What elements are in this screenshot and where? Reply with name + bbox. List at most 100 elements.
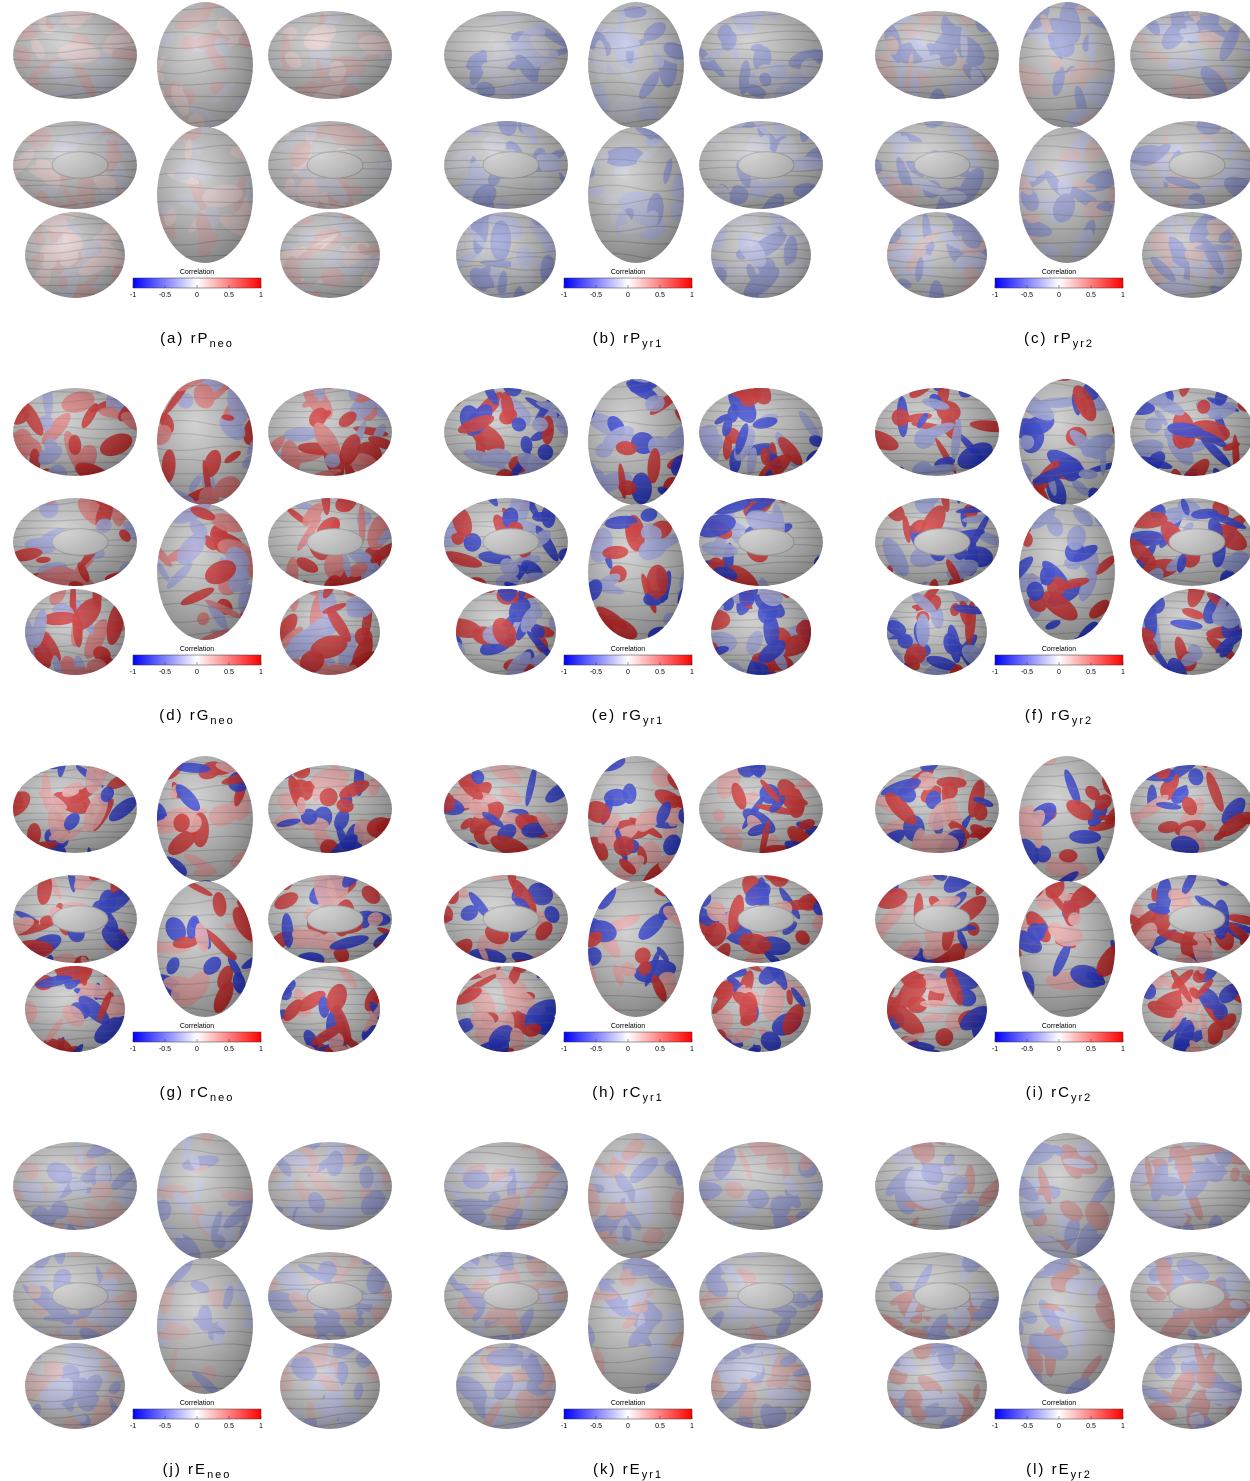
colorbar-title: Correlation bbox=[611, 646, 645, 653]
colorbar-title: Correlation bbox=[1042, 1400, 1076, 1407]
colorbar-title: Correlation bbox=[180, 1400, 214, 1407]
panel: Correlation-1-0.500.51(l) rEyr2 bbox=[859, 1108, 1250, 1481]
panel-caption: (b) rPyr1 bbox=[593, 330, 664, 350]
colorbar-title: Correlation bbox=[1042, 646, 1076, 653]
colorbar-tick-label: -0.5 bbox=[590, 292, 602, 299]
brain-view bbox=[867, 569, 1011, 704]
colorbar-tick-label: -1 bbox=[992, 292, 998, 299]
colorbar-tick-label: 0.5 bbox=[224, 1423, 234, 1430]
colorbar-tick-label: 0 bbox=[195, 1423, 199, 1430]
panel-caption: (a) rPneo bbox=[160, 330, 234, 350]
colorbar-tick-label: 0.5 bbox=[1086, 292, 1096, 299]
colorbar-title: Correlation bbox=[611, 269, 645, 276]
brain-view bbox=[1000, 1241, 1154, 1410]
colorbar-tick-label: 1 bbox=[259, 1423, 263, 1430]
brain-view bbox=[699, 754, 836, 887]
colorbar-tick-label: 0 bbox=[626, 1423, 630, 1430]
panel: Correlation-1-0.500.51(h) rCyr1 bbox=[426, 738, 850, 1104]
brain-view bbox=[0, 349, 152, 502]
brain-view bbox=[426, 366, 584, 501]
colorbar-tick-label: -0.5 bbox=[159, 1423, 171, 1430]
panel-caption: (l) rEyr2 bbox=[1026, 1461, 1092, 1481]
colorbar-tick-label: 0 bbox=[195, 292, 199, 299]
colorbar-tick-label: 1 bbox=[259, 292, 263, 299]
caption-label: (c) rP bbox=[1024, 330, 1073, 347]
brain-view bbox=[252, 1126, 396, 1252]
colorbar-tick-label: -0.5 bbox=[590, 1046, 602, 1053]
colorbar-tick-label: 0.5 bbox=[1086, 1046, 1096, 1053]
brain-view bbox=[1129, 206, 1250, 318]
brain-view bbox=[552, 1256, 712, 1396]
panel-caption: (i) rCyr2 bbox=[1026, 1084, 1093, 1104]
brain-view bbox=[694, 196, 826, 320]
colorbar-tick-label: 0.5 bbox=[655, 1423, 665, 1430]
colorbar-tick-label: -1 bbox=[561, 292, 567, 299]
panel: Correlation-1-0.500.51(i) rCyr2 bbox=[859, 725, 1250, 1104]
caption-subscript: yr1 bbox=[643, 715, 664, 727]
brain-view bbox=[453, 953, 575, 1063]
panel-caption: (h) rCyr1 bbox=[592, 1084, 664, 1104]
colorbar-tick-label: 0.5 bbox=[655, 669, 665, 676]
caption-label: (d) rG bbox=[159, 707, 210, 724]
panel: Correlation-1-0.500.51(g) rCneo bbox=[0, 732, 415, 1104]
colorbar-tick-label: -1 bbox=[561, 1423, 567, 1430]
brain-view bbox=[999, 500, 1136, 660]
brain-view bbox=[680, 840, 850, 984]
brain-view bbox=[992, 108, 1146, 263]
colorbar-tick-label: 1 bbox=[259, 669, 263, 676]
brain-view bbox=[683, 1207, 831, 1365]
brain-view bbox=[863, 2, 1005, 129]
panel-caption: (g) rCneo bbox=[160, 1084, 235, 1104]
brain-view bbox=[570, 354, 716, 515]
brain-view bbox=[259, 362, 399, 522]
brain-view bbox=[1124, 1120, 1250, 1257]
colorbar-tick-label: -1 bbox=[130, 1423, 136, 1430]
panel: Correlation-1-0.500.51(b) rPyr1 bbox=[437, 0, 840, 350]
brain-view bbox=[262, 206, 396, 337]
caption-subscript: neo bbox=[210, 715, 234, 727]
colorbar-tick-label: 0 bbox=[626, 292, 630, 299]
brain-view bbox=[990, 1108, 1138, 1276]
panel: Correlation-1-0.500.51(k) rEyr1 bbox=[423, 1105, 837, 1481]
colorbar-tick-label: 1 bbox=[690, 669, 694, 676]
colorbar-tick-label: -0.5 bbox=[159, 669, 171, 676]
brain-view bbox=[1125, 78, 1250, 221]
panel-caption: (e) rGyr1 bbox=[592, 707, 664, 727]
caption-label: (j) rE bbox=[163, 1461, 208, 1478]
brain-view bbox=[582, 496, 717, 651]
brain-view bbox=[267, 742, 399, 890]
brain-view bbox=[866, 947, 1000, 1079]
colorbar-tick-label: -0.5 bbox=[159, 292, 171, 299]
colorbar-title: Correlation bbox=[180, 1023, 214, 1030]
caption-subscript: neo bbox=[207, 1469, 231, 1481]
colorbar-tick-label: -0.5 bbox=[1021, 1046, 1033, 1053]
colorbar-tick-label: -0.5 bbox=[590, 1423, 602, 1430]
panel: Correlation-1-0.500.51(a) rPneo bbox=[0, 0, 415, 350]
caption-subscript: yr2 bbox=[1071, 1092, 1092, 1104]
colorbar-tick-label: 1 bbox=[1121, 292, 1125, 299]
colorbar-tick-label: 0 bbox=[195, 1046, 199, 1053]
colorbar-tick-label: 0 bbox=[626, 1046, 630, 1053]
brain-view bbox=[984, 0, 1128, 130]
caption-label: (g) rC bbox=[160, 1084, 210, 1101]
colorbar-tick-label: 0.5 bbox=[1086, 669, 1096, 676]
colorbar-tick-label: -0.5 bbox=[1021, 1423, 1033, 1430]
colorbar-tick-label: -1 bbox=[561, 669, 567, 676]
colorbar-tick-label: 1 bbox=[1121, 1423, 1125, 1430]
brain-view bbox=[1117, 353, 1250, 503]
panel-caption: (f) rGyr2 bbox=[1025, 707, 1093, 727]
brain-view bbox=[1006, 754, 1146, 894]
brain-view bbox=[690, 346, 834, 497]
caption-label: (i) rC bbox=[1026, 1084, 1071, 1101]
figure: Correlation-1-0.500.51(a) rPneoCorrelati… bbox=[0, 0, 1250, 1481]
colorbar-tick-label: 1 bbox=[259, 1046, 263, 1053]
panel: Correlation-1-0.500.51(e) rGyr1 bbox=[426, 346, 846, 727]
brain-view bbox=[140, 0, 278, 135]
brain-view bbox=[132, 872, 283, 1017]
colorbar-tick-label: 1 bbox=[690, 1046, 694, 1053]
colorbar-tick-label: -1 bbox=[992, 1046, 998, 1053]
caption-label: (a) rP bbox=[160, 330, 210, 347]
colorbar-tick-label: -0.5 bbox=[590, 669, 602, 676]
brain-view bbox=[1130, 0, 1250, 123]
brain-view bbox=[437, 195, 564, 326]
